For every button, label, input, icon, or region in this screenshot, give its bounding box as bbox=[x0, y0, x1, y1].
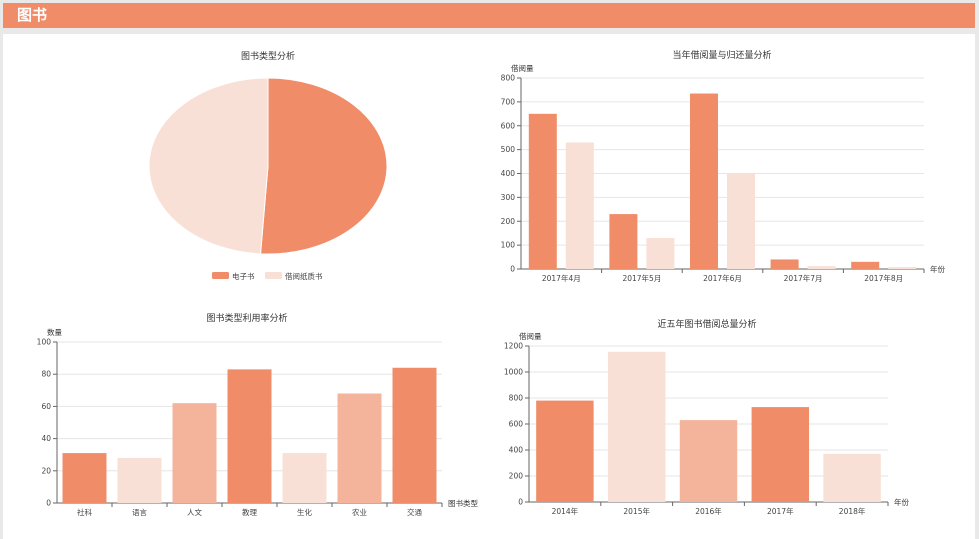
y-tick-label: 0 bbox=[46, 499, 51, 508]
chart-title: 近五年图书借阅总量分析 bbox=[657, 318, 756, 330]
x-tick-label: 2014年 bbox=[552, 506, 579, 516]
bar bbox=[807, 266, 836, 269]
bar bbox=[888, 267, 917, 269]
legend-label: 电子书 bbox=[232, 271, 255, 281]
y-tick-label: 600 bbox=[501, 121, 516, 130]
bar bbox=[172, 403, 217, 503]
legend-label: 借阅纸质书 bbox=[285, 271, 323, 281]
y-tick-label: 100 bbox=[501, 241, 516, 250]
x-tick-label: 2017年 bbox=[767, 506, 794, 516]
pie-slice bbox=[259, 77, 388, 255]
bar bbox=[565, 142, 594, 269]
x-tick-label: 2017年7月 bbox=[784, 273, 823, 283]
y-tick-label: 60 bbox=[41, 402, 51, 411]
y-tick-label: 200 bbox=[509, 472, 524, 481]
y-tick-label: 500 bbox=[501, 145, 516, 154]
y-axis-label: 借阅量 bbox=[511, 63, 534, 73]
bar bbox=[536, 400, 594, 502]
y-tick-label: 1000 bbox=[504, 368, 523, 377]
x-tick-label: 2015年 bbox=[623, 506, 650, 516]
chart-title: 当年借阅量与归还量分析 bbox=[672, 49, 771, 61]
bar bbox=[679, 420, 738, 502]
y-tick-label: 80 bbox=[41, 370, 51, 379]
bar bbox=[609, 214, 638, 269]
bar bbox=[690, 93, 718, 269]
chart-book-type-pie: 图书类型分析 电子书 借阅纸质书 bbox=[148, 50, 388, 281]
x-axis-label: 年份 bbox=[894, 497, 909, 507]
chart-title: 图书类型利用率分析 bbox=[206, 312, 287, 324]
x-tick-label: 2018年 bbox=[839, 506, 866, 516]
y-tick-label: 800 bbox=[509, 394, 524, 403]
x-tick-label: 生化 bbox=[297, 507, 312, 517]
pie-slice bbox=[148, 77, 269, 255]
x-tick-label: 2017年6月 bbox=[703, 273, 742, 283]
chart-title: 图书类型分析 bbox=[241, 50, 295, 62]
bar bbox=[751, 407, 810, 502]
legend-swatch bbox=[265, 272, 282, 279]
y-axis-label: 数量 bbox=[47, 327, 62, 337]
y-tick-label: 300 bbox=[501, 193, 516, 202]
legend-swatch bbox=[212, 272, 229, 279]
bar bbox=[823, 453, 881, 502]
x-tick-label: 2016年 bbox=[695, 506, 722, 516]
dashboard-panel bbox=[3, 34, 975, 539]
bar bbox=[646, 237, 675, 269]
bar bbox=[282, 453, 327, 503]
y-tick-label: 400 bbox=[501, 169, 516, 178]
bar bbox=[727, 173, 755, 269]
x-tick-label: 农业 bbox=[352, 507, 367, 517]
bar bbox=[851, 261, 880, 269]
bar bbox=[528, 113, 557, 269]
chart-borrow-return-bars: 当年借阅量与归还量分析 0 100 200 300 400 500 600 700 800借阅量… bbox=[501, 49, 946, 283]
x-tick-label: 语言 bbox=[132, 507, 147, 517]
x-tick-label: 社科 bbox=[77, 507, 92, 517]
bar bbox=[607, 351, 666, 502]
x-tick-label: 人文 bbox=[187, 507, 202, 517]
y-tick-label: 200 bbox=[501, 217, 516, 226]
y-tick-label: 600 bbox=[509, 420, 524, 429]
page-title: 图书 bbox=[17, 6, 48, 24]
x-tick-label: 教理 bbox=[242, 507, 257, 517]
x-axis-label: 图书类型 bbox=[448, 498, 478, 508]
bar bbox=[770, 259, 799, 269]
page-header: 图书 bbox=[3, 3, 975, 28]
y-tick-label: 400 bbox=[509, 446, 524, 455]
x-tick-label: 2017年5月 bbox=[622, 273, 661, 283]
y-tick-label: 100 bbox=[37, 338, 52, 347]
y-tick-label: 40 bbox=[41, 434, 51, 443]
bar bbox=[392, 367, 437, 503]
bar bbox=[337, 393, 382, 503]
y-tick-label: 1200 bbox=[504, 342, 523, 351]
bar bbox=[62, 453, 107, 503]
x-axis-label: 年份 bbox=[930, 264, 945, 274]
y-axis-label: 借阅量 bbox=[519, 331, 542, 341]
y-tick-label: 0 bbox=[518, 498, 523, 507]
y-tick-label: 700 bbox=[501, 97, 516, 106]
x-tick-label: 2017年8月 bbox=[864, 273, 903, 283]
bar bbox=[227, 369, 272, 503]
x-tick-label: 2017年4月 bbox=[542, 273, 581, 283]
x-tick-label: 交通 bbox=[407, 507, 422, 517]
y-tick-label: 800 bbox=[501, 74, 516, 83]
y-tick-label: 20 bbox=[41, 466, 51, 475]
bar bbox=[117, 457, 162, 503]
y-tick-label: 0 bbox=[510, 265, 515, 274]
